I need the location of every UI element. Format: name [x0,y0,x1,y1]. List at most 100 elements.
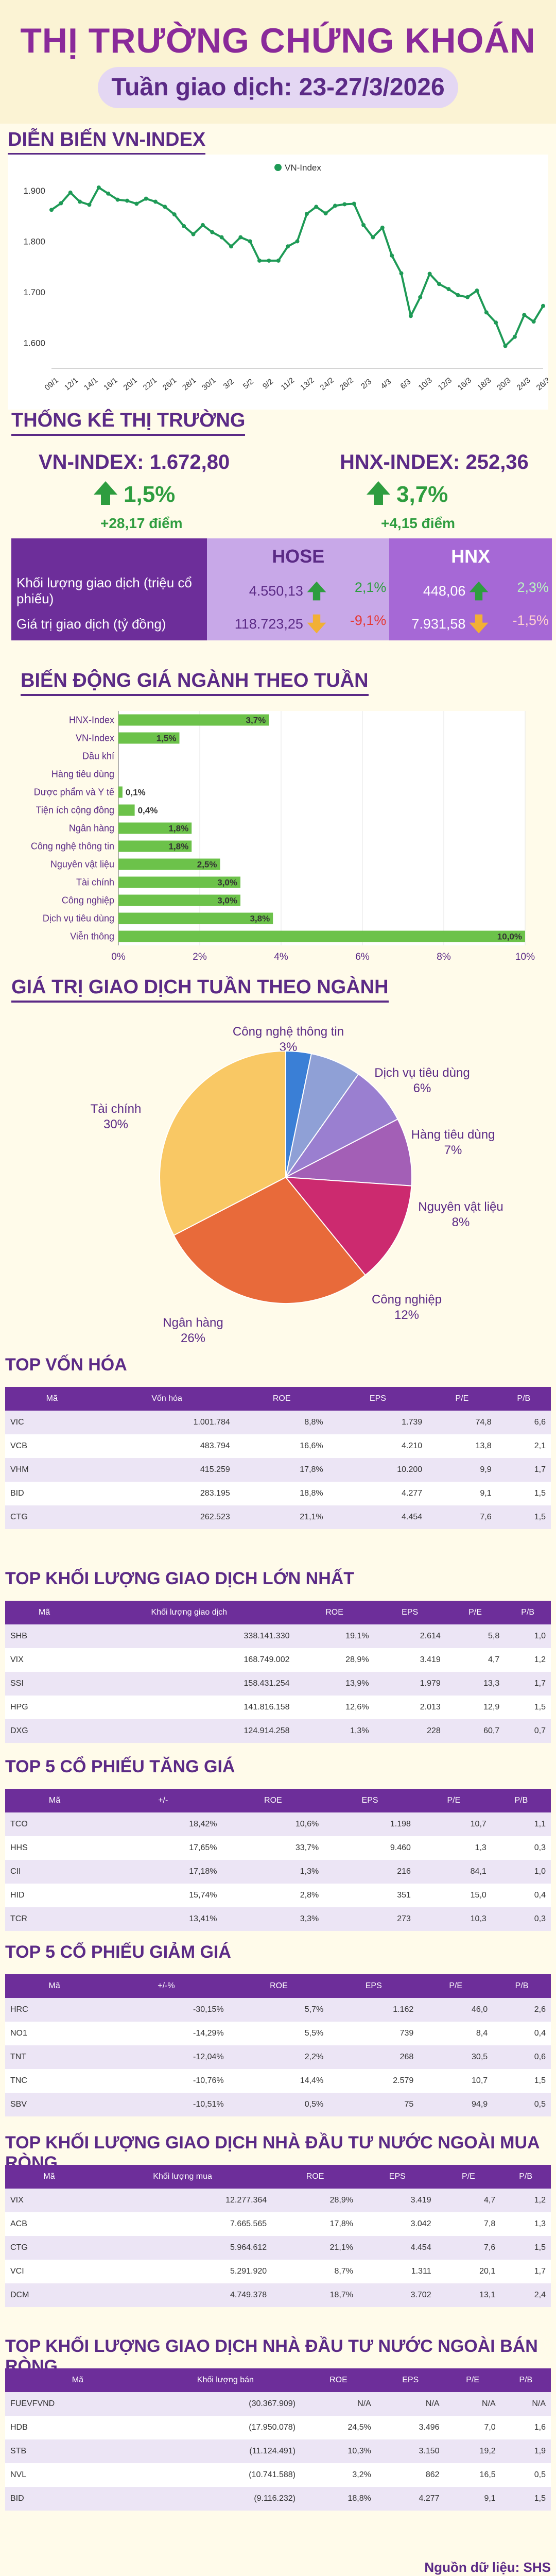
table-cell: 739 [328,2022,419,2045]
data-point [200,223,205,227]
data-point [380,225,385,230]
table-cell: 8,8% [235,1411,328,1434]
hose-value: 118.723,25 [207,607,306,640]
table-cell: N/A [300,2392,376,2416]
data-point [115,197,120,202]
table-cell: (30.367.909) [150,2392,301,2416]
data-point [267,258,271,263]
table-cell: 14,4% [229,2069,329,2093]
source-note: Nguồn dữ liệu: SHS [424,2560,551,2575]
table-cell: DCM [5,2283,93,2307]
table-row: HDB (17.950.078) 24,5% 3.496 7,0 1,6 [5,2416,551,2439]
data-point [125,198,129,203]
sector-price-bar-chart: 0% 2% 4% 6% 8% 10% HNX-Index 3,7% VN-Index 1,5% Dầ… [31,711,535,962]
table-row: HPG 141.816.158 12,6% 2.013 12,9 1,5 [5,1696,551,1719]
table-cell: 1,6 [500,2416,551,2439]
table-cell: 5,5% [229,2022,329,2045]
hnxindex-value: HNX-INDEX: 252,36 [340,451,529,473]
table-cell: 94,9 [419,2093,493,2116]
category-label: Viễn thông [70,931,114,942]
table-cell: 1,7 [496,1458,551,1482]
table-row: VCB 483.794 16,6% 4.210 13,8 2,1 [5,1434,551,1458]
column-header: P/B [493,1974,551,1998]
data-table: Mã Khối lượng bán ROE EPS P/E P/B FUEVFVND (30.… [5,2368,551,2511]
data-point [456,293,460,297]
table-title: TOP 5 CỔ PHIẾU GIẢM GIÁ [5,1942,231,1962]
bar [118,930,525,942]
table-row: DXG 124.914.258 1,3% 228 60,7 0,7 [5,1719,551,1743]
table-cell: 74,8 [427,1411,497,1434]
down-arrow-icon [470,614,489,634]
data-point [531,319,536,324]
table-cell: TCO [5,1812,105,1836]
table-cell: HID [5,1884,105,1907]
data-point [304,212,309,216]
table-cell: -14,29% [103,2022,229,2045]
table-cell: 13,3 [445,1672,505,1696]
pie-slice [159,1050,286,1236]
data-label: 10,0% [497,932,522,942]
table-row: SBV -10,51% 0,5% 75 94,9 0,5 [5,2093,551,2116]
table-cell: 2.614 [374,1624,446,1648]
table-row: BID 283.195 18,8% 4.277 9,1 1,5 [5,1482,551,1505]
table-cell: DXG [5,1719,84,1743]
table-row: NO1 -14,29% 5,5% 739 8,4 0,4 [5,2022,551,2045]
table-cell: 351 [324,1884,416,1907]
table-row: TNT -12,04% 2,2% 268 30,5 0,6 [5,2045,551,2069]
table-cell: 273 [324,1907,416,1931]
table-cell: VIX [5,2189,93,2212]
vnindex-up-arrow-icon [94,481,117,505]
data-point [484,310,489,315]
bar [118,912,273,924]
hose-value-change: -9,1% [350,613,387,628]
table-title: TOP KHỐI LƯỢNG GIAO DỊCH NHÀ ĐẦU TƯ NƯỚC… [5,2336,538,2376]
data-point [87,202,92,207]
section-title-vnindex: DIỄN BIẾN VN-INDEX [8,129,206,155]
table-cell: 415.259 [98,1458,235,1482]
table-cell: 21,1% [235,1505,328,1529]
table-cell: 2,6 [493,1998,551,2022]
bar [118,732,180,744]
section-title-stats: THỐNG KÊ THỊ TRƯỜNG [11,410,246,436]
column-header: P/E [415,1789,492,1812]
slice-value: 7% [444,1143,462,1157]
table-cell: 4,7 [445,1648,505,1672]
table-cell: 16,6% [235,1434,328,1458]
table-cell: 8,7% [272,2260,358,2283]
column-header: P/B [496,1387,551,1411]
table-cell: CTG [5,2236,93,2260]
table-cell: 12,6% [294,1696,374,1719]
table-row: HRC -30,15% 5,7% 1.162 46,0 2,6 [5,1998,551,2022]
table-cell: VIX [5,1648,84,1672]
table-cell: 10,7 [419,2069,493,2093]
column-header: P/E [419,1974,493,1998]
data-point [276,258,281,263]
table-row: TCO 18,42% 10,6% 1.198 10,7 1,1 [5,1812,551,1836]
table-cell: 5,8 [445,1624,505,1648]
table-cell: 1,0 [505,1624,551,1648]
data-point [446,287,451,292]
slice-label: Hàng tiêu dùng [411,1128,495,1142]
table-cell: 1,7 [500,2260,551,2283]
table-cell: 4.749.378 [93,2283,272,2307]
table-title: TOP 5 CỔ PHIẾU TĂNG GIÁ [5,1757,235,1776]
line-chart-bg [8,155,548,410]
table-cell: 60,7 [445,1719,505,1743]
table-cell: 1,3% [222,1860,324,1884]
column-header: ROE [272,2165,358,2189]
hose-volume-change: 2,1% [354,580,387,595]
column-header: ROE [294,1601,374,1624]
bar [118,714,269,726]
table-row: ACB 7.665.565 17,8% 3.042 7,8 1,3 [5,2212,551,2236]
table-cell: (11.124.491) [150,2439,301,2463]
data-point [153,199,158,204]
bar [118,822,192,834]
data-point [323,211,328,216]
table-cell: N/A [444,2392,501,2416]
data-point [408,314,413,318]
data-point [295,239,300,244]
data-point [352,201,356,206]
table-cell: VHM [5,1458,99,1482]
column-header: P/E [436,2165,501,2189]
table-cell: 228 [374,1719,446,1743]
